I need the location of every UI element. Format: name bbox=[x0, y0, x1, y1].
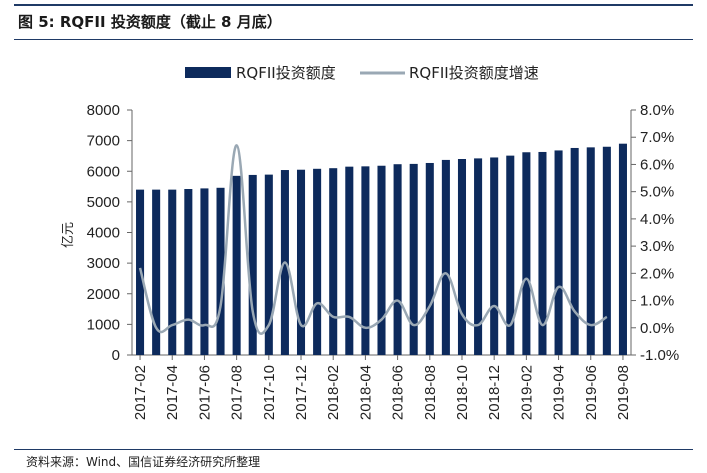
bar bbox=[457, 159, 467, 355]
bottom-rule bbox=[14, 449, 693, 450]
bar bbox=[425, 162, 434, 355]
y2-tick-label: 8.0% bbox=[640, 102, 674, 119]
y-tick-label: 1000 bbox=[87, 316, 120, 333]
x-tick-label: 2018-10 bbox=[454, 365, 471, 420]
bar bbox=[570, 147, 579, 355]
bar bbox=[200, 188, 209, 355]
bar bbox=[313, 168, 322, 355]
bar bbox=[538, 151, 547, 355]
x-tick-label: 2018-02 bbox=[325, 365, 342, 420]
bar bbox=[618, 143, 627, 355]
y-tick-label: 7000 bbox=[87, 133, 120, 150]
y2-tick-label: 1.0% bbox=[640, 293, 674, 310]
y-tick-label: 2000 bbox=[87, 286, 120, 303]
bar bbox=[506, 155, 515, 355]
x-tick-label: 2017-04 bbox=[164, 365, 181, 420]
bar bbox=[361, 166, 370, 355]
y-tick-label: 6000 bbox=[87, 163, 120, 180]
y-axis-label: 亿元 bbox=[61, 222, 76, 248]
bar bbox=[152, 189, 161, 356]
bar bbox=[232, 175, 241, 355]
growth-line bbox=[138, 144, 608, 335]
legend-bar-swatch bbox=[185, 67, 231, 78]
y2-tick-label: 0.0% bbox=[640, 320, 674, 337]
bar bbox=[264, 174, 273, 355]
x-tick-label: 2019-02 bbox=[518, 365, 535, 420]
bar bbox=[586, 147, 595, 355]
bar bbox=[522, 152, 531, 355]
y2-tick-label: 7.0% bbox=[640, 129, 674, 146]
bar bbox=[377, 165, 386, 355]
bar bbox=[296, 169, 306, 355]
y-tick-label: 8000 bbox=[87, 102, 120, 119]
legend-bar-label: RQFII投资额度 bbox=[236, 64, 336, 82]
bar bbox=[248, 174, 257, 355]
title-rule bbox=[14, 39, 693, 40]
bar bbox=[184, 189, 193, 355]
y2-tick-label: -1.0% bbox=[640, 347, 679, 364]
bar bbox=[393, 164, 402, 355]
bar bbox=[216, 187, 225, 355]
x-tick-label: 2017-08 bbox=[229, 365, 246, 420]
x-tick-label: 2017-06 bbox=[196, 365, 213, 420]
y2-tick-label: 6.0% bbox=[640, 156, 674, 173]
bar bbox=[554, 150, 563, 355]
x-tick-label: 2017-10 bbox=[261, 365, 278, 420]
x-tick-label: 2019-04 bbox=[551, 365, 568, 420]
y-tick-label: 5000 bbox=[87, 194, 120, 211]
y-tick-label: 0 bbox=[112, 347, 120, 364]
bar bbox=[345, 166, 354, 355]
x-tick-label: 2017-12 bbox=[293, 365, 310, 420]
legend-line-label: RQFII投资额度增速 bbox=[409, 64, 539, 82]
source-note: 资料来源：Wind、国信证券经济研究所整理 bbox=[26, 455, 261, 469]
y2-tick-label: 3.0% bbox=[640, 238, 674, 255]
x-tick-label: 2017-02 bbox=[132, 365, 149, 420]
figure-title: 图 5: RQFII 投资额度（截止 8 月底） bbox=[18, 13, 282, 31]
x-tick-label: 2019-06 bbox=[583, 365, 600, 420]
bar bbox=[474, 158, 483, 355]
y-tick-label: 3000 bbox=[87, 255, 120, 272]
top-rule bbox=[14, 4, 693, 6]
x-tick-label: 2018-06 bbox=[390, 365, 407, 420]
bar bbox=[441, 159, 450, 355]
bar bbox=[409, 163, 418, 355]
x-tick-label: 2019-08 bbox=[615, 365, 632, 420]
x-tick-label: 2018-04 bbox=[357, 365, 374, 420]
y2-tick-label: 5.0% bbox=[640, 184, 674, 201]
y-tick-label: 4000 bbox=[87, 225, 120, 242]
legend: RQFII投资额度 RQFII投资额度增速 bbox=[185, 64, 539, 82]
x-tick-label: 2018-08 bbox=[422, 365, 439, 420]
bar bbox=[329, 168, 338, 355]
bar bbox=[168, 189, 177, 356]
x-tick-label: 2018-12 bbox=[486, 365, 503, 420]
bar bbox=[490, 157, 499, 355]
y2-tick-label: 2.0% bbox=[640, 265, 674, 282]
bar bbox=[602, 146, 611, 355]
y2-tick-label: 4.0% bbox=[640, 211, 674, 228]
